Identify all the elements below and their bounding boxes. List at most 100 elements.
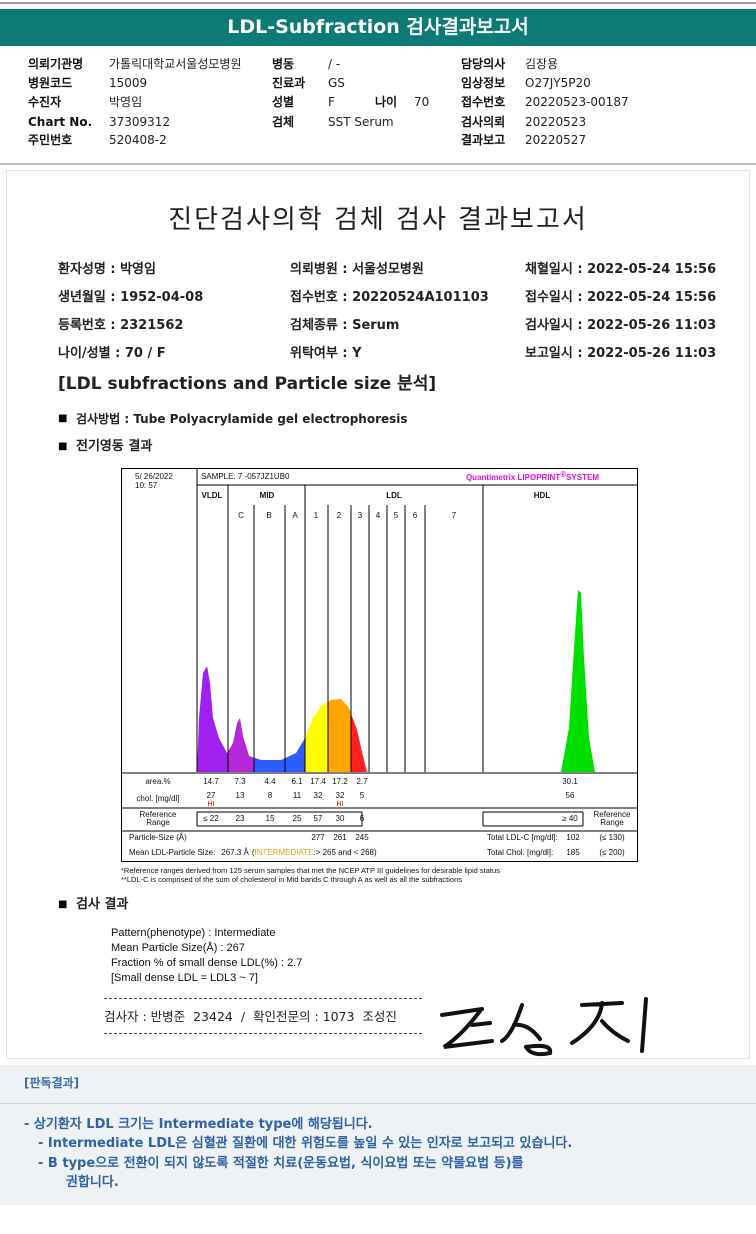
- ref-value: (≤ 200): [599, 848, 625, 857]
- row-label: Range: [600, 818, 624, 827]
- bullet: ■: [58, 413, 68, 424]
- size-value: 245: [355, 833, 369, 842]
- area-value: 2.7: [356, 777, 368, 786]
- row-label: chol. [mg/dl]: [136, 794, 179, 803]
- patient-field: 접수일시 : 2022-05-24 15:56: [525, 290, 717, 305]
- result-line: Pattern(phenotype) : Intermediate: [111, 927, 276, 939]
- info-value: / -: [328, 57, 341, 71]
- hi-flag: HI: [337, 801, 344, 808]
- patient-field: 검체종류 : Serum: [290, 318, 400, 333]
- row-label: Reference: [594, 810, 631, 819]
- band-label: VLDL: [202, 491, 223, 500]
- ref-value: 6: [360, 814, 365, 823]
- method: 검사방법 : Tube Polyacrylamide gel electroph…: [76, 412, 408, 426]
- footnote: *Reference ranges derived from 125 serum…: [121, 866, 500, 875]
- info-label: 의뢰기관명: [28, 57, 84, 71]
- info-value: 20220523: [525, 115, 587, 129]
- row-label: Total Chol. [mg/dl]:: [487, 848, 553, 857]
- row-label: Reference: [140, 810, 177, 819]
- info-label: 검체: [272, 115, 295, 129]
- result-line: Fraction % of small dense LDL(%) : 2.7: [111, 957, 303, 969]
- info-value: 70: [414, 95, 430, 109]
- info-value: 20220527: [525, 133, 587, 147]
- subband-label: B: [266, 511, 271, 520]
- mean-value: 267.3 Å: [221, 848, 249, 857]
- ref-value: 23: [236, 814, 245, 823]
- patient-field: 접수번호 : 20220524A101103: [290, 290, 489, 305]
- subband-label: 4: [376, 511, 381, 520]
- system-name: Quantimetrix LIPOPRINT: [466, 473, 560, 482]
- patient-field: 등록번호 : 2321562: [58, 318, 184, 333]
- info-label: 접수번호: [461, 95, 506, 109]
- total-value: 185: [566, 848, 580, 857]
- time: 10: 57: [135, 481, 158, 490]
- subband-label: C: [238, 511, 244, 520]
- subband-label: 3: [358, 511, 363, 520]
- result-line: Mean Particle Size(Å) : 267: [111, 942, 245, 954]
- subband-label: A: [292, 511, 298, 520]
- size-value: 277: [311, 833, 325, 842]
- area-value: 17.4: [310, 777, 326, 786]
- reading-line: 권합니다.: [66, 1175, 119, 1190]
- ref-value: ≥ 40: [562, 814, 578, 823]
- patient-field: 보고일시 : 2022-05-26 11:03: [525, 346, 717, 361]
- report-frame: [6, 170, 750, 1059]
- header-title: LDL-Subfraction 검사결과보고서: [227, 16, 529, 38]
- result-heading: 검사 결과: [76, 897, 129, 912]
- report-title: 진단검사의학 검체 검사 결과보고서: [168, 205, 588, 235]
- header-band: [0, 9, 756, 46]
- info-value: 15009: [109, 76, 148, 90]
- ref-value: 25: [293, 814, 302, 823]
- info-rule: [0, 163, 756, 165]
- top-rule: [0, 2, 756, 4]
- info-label: 검사의뢰: [461, 115, 506, 129]
- size-value: 261: [333, 833, 347, 842]
- result-line: [Small dense LDL = LDL3 ~ 7]: [111, 972, 258, 984]
- patient-field: 채혈일시 : 2022-05-24 15:56: [525, 262, 717, 277]
- info-label: 진료과: [272, 76, 306, 90]
- chol-value: 32: [336, 791, 345, 800]
- mean-note: :> 265 and < 268): [313, 848, 377, 857]
- info-value: 김장용: [525, 57, 559, 71]
- chol-value: 5: [360, 791, 365, 800]
- area-value: 6.1: [291, 777, 303, 786]
- info-value: 박영임: [109, 95, 143, 109]
- reading-panel: [0, 1065, 756, 1205]
- mean-row: Mean LDL-Particle Size: 267.3 Å (INTERMEDI…: [129, 848, 377, 857]
- patient-field: 검사일시 : 2022-05-26 11:03: [525, 318, 717, 333]
- patient-field: 위탁여부 : Y: [290, 346, 362, 361]
- reading-line: - Intermediate LDL은 심혈관 질환에 대한 위험도를 높일 수…: [38, 1136, 573, 1151]
- ref-value: 30: [336, 814, 345, 823]
- info-label: 결과보고: [461, 133, 506, 147]
- ref-value: ≤ 22: [203, 814, 219, 823]
- info-label: 주민번호: [28, 133, 73, 147]
- chol-value: 13: [236, 791, 245, 800]
- row-label: area.%: [145, 777, 170, 786]
- mean-label: Mean LDL-Particle Size:: [129, 848, 215, 857]
- bullet: ■: [58, 899, 68, 910]
- sample: SAMPLE: 7 -057JZ1UB0: [201, 472, 290, 481]
- chol-value: 56: [566, 791, 575, 800]
- chol-value: 27: [207, 791, 216, 800]
- info-value: 520408-2: [109, 133, 167, 147]
- system-mark: ®: [560, 470, 566, 479]
- chol-value: 11: [293, 791, 302, 800]
- section-title: [LDL subfractions and Particle size 분석]: [58, 374, 437, 394]
- ref-value: (≤ 130): [599, 833, 625, 842]
- chol-value: 32: [314, 791, 323, 800]
- info-label: Chart No.: [28, 115, 93, 129]
- ref-value: 15: [266, 814, 275, 823]
- row-label: Particle-Size (Å): [129, 833, 187, 842]
- area-value: 7.3: [234, 777, 246, 786]
- band-label: LDL: [386, 491, 402, 500]
- info-label: 성별: [272, 95, 295, 109]
- dash-line: [104, 1033, 422, 1034]
- signature: [440, 997, 648, 1057]
- info-value: F: [328, 95, 335, 109]
- info-label: 병원코드: [28, 76, 73, 90]
- chol-value: 8: [268, 791, 273, 800]
- area-value: 14.7: [203, 777, 219, 786]
- hi-flag: HI: [208, 801, 215, 808]
- bullet: ■: [58, 441, 68, 452]
